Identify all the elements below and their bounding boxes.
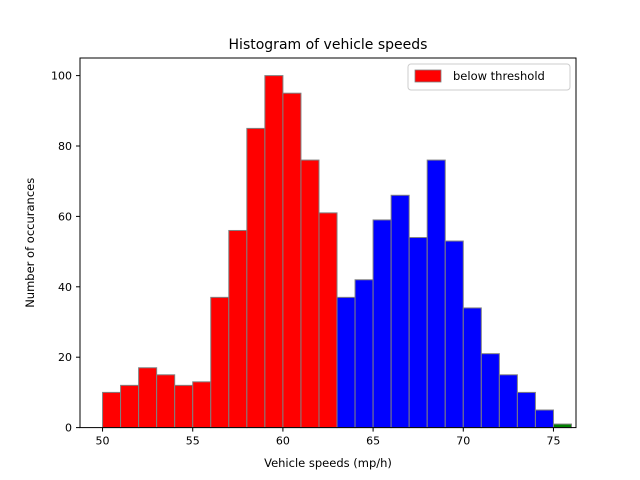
histogram-bar — [372, 219, 392, 429]
x-tick-label: 70 — [456, 435, 470, 448]
histogram-bar — [552, 423, 572, 429]
y-tick-label: 0 — [65, 422, 72, 435]
x-tick-label: 50 — [96, 435, 110, 448]
y-axis-ticks: 0 20 40 60 80 100 — [51, 70, 80, 435]
x-axis-label: Vehicle speeds (mp/h) — [264, 456, 392, 470]
y-axis-label: Number of occurances — [23, 178, 37, 308]
histogram-bar — [516, 391, 536, 429]
histogram-bar — [264, 75, 284, 429]
histogram-bar — [462, 307, 482, 429]
histogram-bar — [192, 381, 212, 429]
x-tick-label: 65 — [366, 435, 380, 448]
y-tick-label: 40 — [58, 281, 72, 294]
chart-title: Histogram of vehicle speeds — [229, 37, 428, 53]
legend-box — [407, 63, 571, 91]
histogram-bar — [426, 159, 446, 429]
histogram-bar — [300, 159, 320, 429]
histogram-bar — [318, 212, 338, 429]
histogram-bar — [444, 240, 464, 429]
y-tick-label: 60 — [58, 210, 72, 223]
histogram-bar — [228, 229, 248, 429]
legend: below threshold — [407, 63, 571, 91]
histogram-bar — [408, 237, 428, 429]
x-tick-label: 60 — [276, 435, 290, 448]
legend-swatch — [414, 69, 442, 83]
histogram-bar — [354, 279, 374, 429]
histogram-bar — [102, 391, 122, 429]
histogram-bar — [246, 127, 266, 429]
x-axis-ticks: 50 55 60 65 70 75 — [96, 427, 560, 448]
x-tick-label: 75 — [546, 435, 560, 448]
histogram-bar — [282, 92, 302, 429]
y-tick-label: 100 — [51, 70, 72, 83]
histogram-bar — [174, 384, 194, 429]
histogram-bar — [498, 374, 518, 429]
histogram-bar — [390, 194, 410, 429]
histogram-bar — [336, 296, 356, 429]
histogram-bar — [156, 374, 176, 429]
plot-frame — [79, 57, 577, 429]
histogram-bar — [138, 367, 158, 429]
histogram-bar — [120, 384, 140, 429]
histogram-bar — [210, 296, 230, 429]
y-tick-label: 20 — [58, 351, 72, 364]
legend-label: below threshold — [453, 69, 545, 83]
x-tick-label: 55 — [186, 435, 200, 448]
y-tick-label: 80 — [58, 140, 72, 153]
histogram-bar — [534, 409, 554, 429]
histogram-bar — [480, 353, 500, 429]
